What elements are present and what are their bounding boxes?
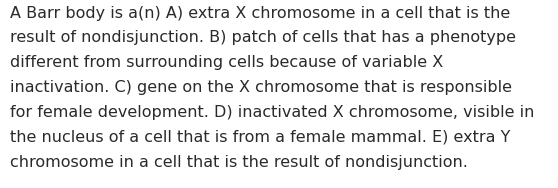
Text: different from surrounding cells because of variable X: different from surrounding cells because…: [10, 55, 443, 70]
Text: for female development. D) inactivated X chromosome, visible in: for female development. D) inactivated X…: [10, 105, 535, 120]
Text: result of nondisjunction. B) patch of cells that has a phenotype: result of nondisjunction. B) patch of ce…: [10, 30, 516, 45]
Text: A Barr body is a(n) A) extra X chromosome in a cell that is the: A Barr body is a(n) A) extra X chromosom…: [10, 6, 511, 21]
Text: inactivation. C) gene on the X chromosome that is responsible: inactivation. C) gene on the X chromosom…: [10, 80, 512, 95]
Text: the nucleus of a cell that is from a female mammal. E) extra Y: the nucleus of a cell that is from a fem…: [10, 130, 511, 145]
Text: chromosome in a cell that is the result of nondisjunction.: chromosome in a cell that is the result …: [10, 155, 468, 170]
